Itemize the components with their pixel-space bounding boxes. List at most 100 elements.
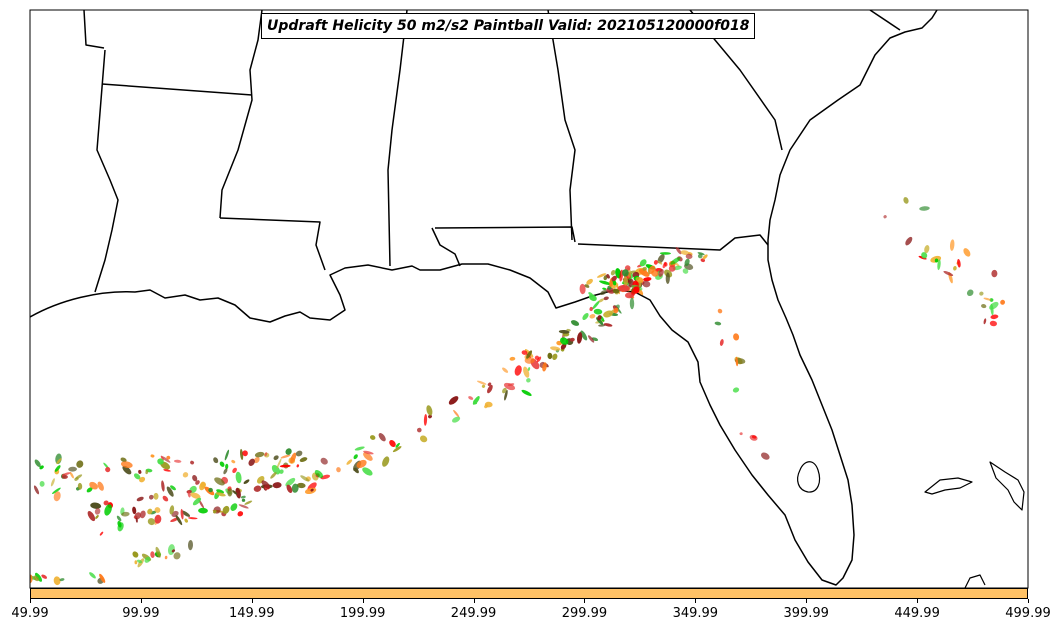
lake-okeechobee bbox=[797, 461, 821, 493]
paintball-blob bbox=[192, 497, 202, 506]
paintball-blob bbox=[668, 265, 676, 272]
paintball-blob bbox=[610, 270, 616, 276]
colorbar-tick-label: 299.99 bbox=[561, 606, 608, 621]
paintball-blob bbox=[54, 465, 61, 472]
paintball-blob bbox=[395, 442, 400, 448]
paintball-blob bbox=[883, 215, 887, 219]
paintball-blob bbox=[76, 460, 84, 468]
gulf-coastline bbox=[30, 10, 938, 586]
paintball-blob bbox=[192, 475, 198, 482]
paintball-blob bbox=[937, 259, 941, 271]
state-border-mississippi-alabama bbox=[387, 10, 408, 267]
paintball-blob bbox=[502, 367, 509, 373]
paintball-blob bbox=[521, 350, 528, 355]
paintball-blob bbox=[97, 481, 104, 491]
paintball-blob bbox=[300, 475, 310, 482]
paintball-blob bbox=[642, 266, 647, 271]
paintball-blob bbox=[34, 572, 43, 582]
paintball-blob bbox=[241, 498, 246, 502]
paintball-blob bbox=[213, 509, 217, 514]
paintball-blob bbox=[735, 356, 739, 367]
paintball-blob bbox=[273, 455, 279, 461]
paintball-blob bbox=[921, 252, 928, 259]
paintball-blob bbox=[665, 272, 670, 284]
paintball-blob bbox=[132, 551, 139, 558]
paintball-blob bbox=[612, 288, 620, 294]
paintball-blob bbox=[244, 500, 253, 505]
paintball-blob bbox=[136, 559, 143, 564]
paintball-blob bbox=[166, 455, 171, 460]
paintball-blob bbox=[362, 467, 373, 476]
paintball-blob bbox=[542, 362, 547, 372]
paintball-blob bbox=[586, 278, 593, 285]
paintball-blob bbox=[53, 576, 61, 586]
paintball-blob bbox=[264, 452, 268, 457]
paintball-blob bbox=[153, 492, 159, 500]
paintball-blob bbox=[963, 248, 971, 257]
paintball-blob bbox=[231, 459, 236, 464]
paintball-blob bbox=[514, 365, 522, 376]
paintball-blob bbox=[213, 506, 221, 514]
paintball-blob bbox=[254, 451, 265, 458]
paintball-blob bbox=[582, 312, 589, 321]
paintball-blob bbox=[285, 477, 296, 487]
paintball-blob bbox=[588, 292, 593, 296]
colorbar-tick-label: 149.99 bbox=[229, 606, 275, 621]
paintball-blob bbox=[279, 464, 291, 468]
paintball-blob bbox=[481, 384, 486, 388]
paintball-blob bbox=[378, 433, 386, 442]
paintball-blob bbox=[989, 298, 994, 302]
paintball-blob bbox=[190, 492, 201, 499]
paintball-blob bbox=[613, 307, 619, 314]
paintball-blob bbox=[171, 549, 176, 553]
state-border-texas-louisiana bbox=[94, 49, 119, 293]
paintball-blob bbox=[526, 378, 531, 383]
paintball-blob bbox=[280, 454, 291, 459]
paintball-blob bbox=[225, 463, 229, 470]
paintball-blob bbox=[169, 505, 175, 515]
paintball-blob bbox=[34, 459, 41, 467]
paintball-blob bbox=[208, 487, 213, 493]
paintball-blob bbox=[606, 274, 610, 279]
paintball-blob bbox=[658, 268, 664, 277]
paintball-blob bbox=[121, 511, 130, 517]
state-border-alabama-georgia bbox=[547, 10, 576, 241]
paintball-blob bbox=[239, 448, 244, 461]
paintball-blob bbox=[761, 452, 770, 460]
paintball-blob bbox=[50, 478, 55, 487]
paintball-blob bbox=[452, 416, 461, 423]
paintball-blob bbox=[61, 474, 68, 479]
paintball-blob bbox=[389, 439, 396, 448]
paintball-blob bbox=[934, 258, 939, 263]
colorbar-tick-label: 449.99 bbox=[894, 606, 940, 621]
paintball-blob bbox=[363, 452, 373, 461]
paintball-blob bbox=[155, 546, 161, 558]
paintball-blob bbox=[596, 273, 607, 278]
colorbar-tick-label: 399.99 bbox=[783, 606, 829, 621]
paintball-blob bbox=[670, 257, 681, 265]
paintball-blob bbox=[346, 459, 353, 465]
paintball-blob bbox=[214, 477, 225, 486]
paintball-blob bbox=[953, 266, 957, 271]
paintball-blob bbox=[983, 297, 992, 301]
paintball-blob bbox=[739, 432, 743, 436]
paintball-blob bbox=[188, 517, 198, 520]
colorbar-tick bbox=[917, 599, 919, 603]
paintball-blob bbox=[600, 289, 607, 296]
paintball-blob bbox=[635, 276, 644, 283]
paintball-blob bbox=[150, 551, 155, 558]
paintball-blob bbox=[751, 435, 757, 439]
paintball-blob bbox=[33, 575, 39, 582]
paintball-blob bbox=[468, 396, 474, 400]
paintball-blob bbox=[30, 574, 33, 584]
paintball-blob bbox=[175, 515, 183, 526]
paintball-blob bbox=[232, 490, 238, 495]
paintball-blob bbox=[138, 469, 142, 474]
paintball-blob bbox=[336, 467, 341, 473]
paintball-blob bbox=[566, 328, 571, 332]
paintball-blob bbox=[89, 572, 96, 579]
paintball-blob bbox=[957, 259, 961, 268]
paintball-blob bbox=[103, 500, 109, 506]
paintball-blob bbox=[224, 449, 230, 461]
